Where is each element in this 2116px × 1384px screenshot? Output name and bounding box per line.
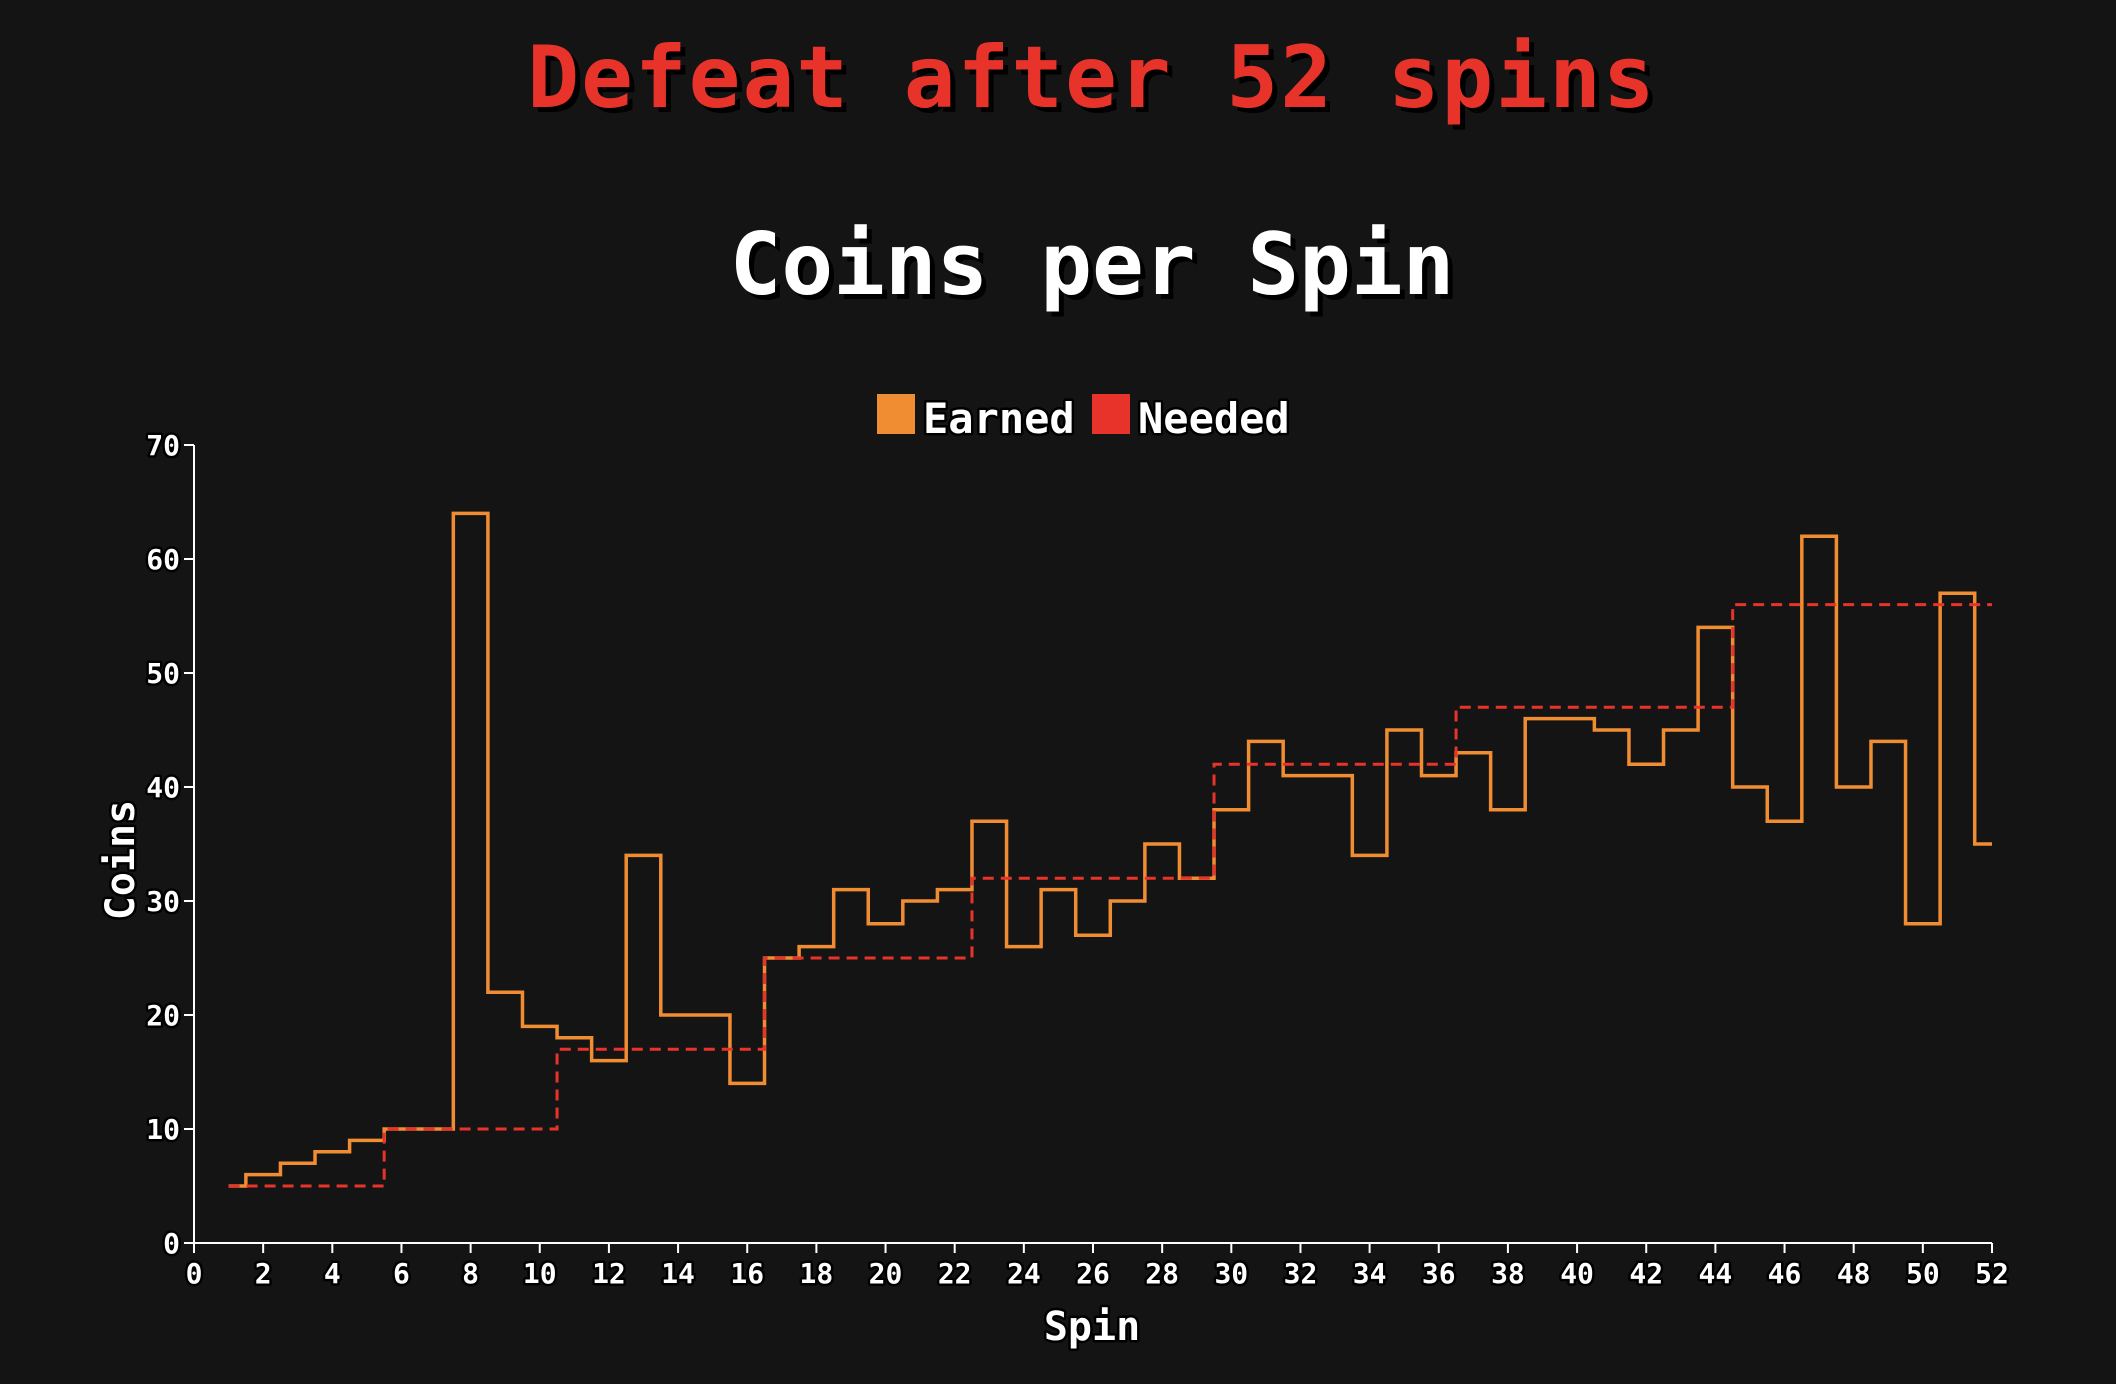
- y-axis-label: Coins: [98, 800, 144, 920]
- x-tick-label: 10: [523, 1257, 557, 1290]
- legend-swatch-earned: [877, 394, 915, 434]
- y-tick-label: 40: [146, 771, 180, 804]
- x-tick-label: 38: [1491, 1257, 1525, 1290]
- x-tick-label: 18: [800, 1257, 834, 1290]
- defeat-headline: Defeat after 52 spins: [527, 28, 1657, 128]
- y-tick-label: 0: [163, 1227, 180, 1260]
- x-tick-label: 28: [1145, 1257, 1179, 1290]
- legend-label-earned: Earned: [923, 394, 1075, 443]
- x-tick-label: 40: [1560, 1257, 1594, 1290]
- x-tick-label: 42: [1629, 1257, 1663, 1290]
- x-tick-label: 44: [1699, 1257, 1733, 1290]
- legend-swatch-needed: [1092, 394, 1130, 434]
- chart-title: Coins per Spin: [729, 215, 1455, 315]
- x-tick-label: 6: [393, 1257, 410, 1290]
- x-tick-label: 16: [730, 1257, 764, 1290]
- y-tick-label: 50: [146, 657, 180, 690]
- x-tick-label: 8: [462, 1257, 479, 1290]
- y-tick-label: 30: [146, 885, 180, 918]
- x-tick-label: 12: [592, 1257, 626, 1290]
- legend: Earned Needed: [877, 392, 1292, 446]
- y-tick-label: 20: [146, 999, 180, 1032]
- x-tick-label: 14: [661, 1257, 695, 1290]
- x-tick-label: 20: [869, 1257, 903, 1290]
- x-tick-label: 50: [1906, 1257, 1940, 1290]
- x-tick-label: 26: [1076, 1257, 1110, 1290]
- x-tick-label: 30: [1214, 1257, 1248, 1290]
- x-tick-label: 46: [1768, 1257, 1802, 1290]
- x-tick-label: 2: [255, 1257, 272, 1290]
- plot-area: 0 2 4 6 8 10 12 14 16 18 20 22 24 26 28 30 32 34 36 38 40 42 4…: [144, 427, 2012, 1293]
- x-tick-label: 32: [1284, 1257, 1318, 1290]
- x-tick-label: 34: [1353, 1257, 1387, 1290]
- y-tick-label: 10: [146, 1113, 180, 1146]
- legend-label-needed: Needed: [1138, 394, 1290, 443]
- x-axis-label: Spin: [1044, 1304, 1140, 1350]
- x-tick-label: 0: [186, 1257, 203, 1290]
- x-tick-label: 36: [1422, 1257, 1456, 1290]
- x-tick-label: 48: [1837, 1257, 1871, 1290]
- y-tick-label: 60: [146, 543, 180, 576]
- series-line-earned: [228, 511, 1992, 1188]
- x-tick-label: 24: [1007, 1257, 1041, 1290]
- x-tick-label: 22: [938, 1257, 972, 1290]
- series-line-needed: [228, 603, 1992, 1188]
- y-tick-label: 70: [146, 429, 180, 462]
- x-tick-label: 52: [1975, 1257, 2009, 1290]
- x-tick-label: 4: [324, 1257, 341, 1290]
